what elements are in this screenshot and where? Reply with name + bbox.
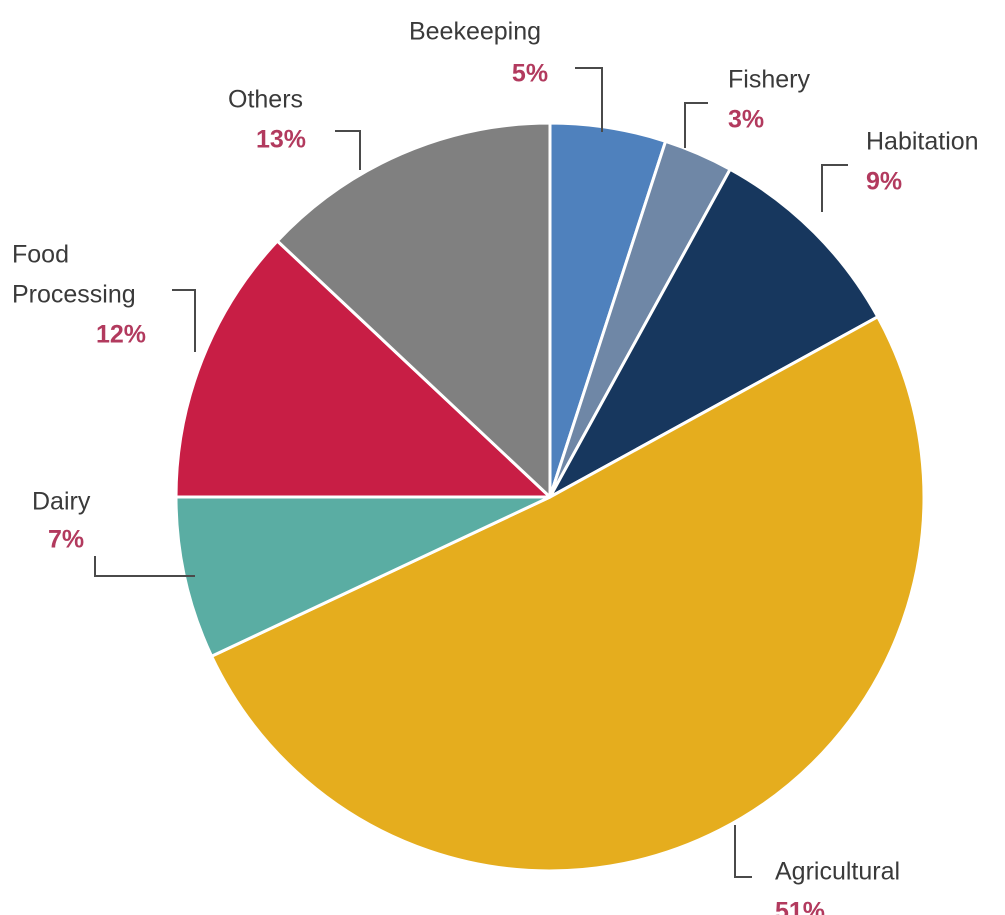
leader-line-dairy: [94, 556, 195, 577]
slice-label-food-processing-line-1: Food: [12, 241, 69, 269]
slice-value-beekeeping: 5%: [512, 60, 548, 88]
pie-slice-others: [275, 121, 552, 499]
slice-label-food-processing-line-2: Processing: [12, 281, 136, 309]
leader-line-agricultural: [734, 825, 752, 878]
leader-lines: [94, 67, 848, 878]
slice-label-fishery: Fishery: [728, 66, 810, 94]
slice-label-beekeeping: Beekeeping: [409, 18, 541, 46]
slice-label-agricultural: Agricultural: [775, 858, 900, 886]
slice-labels: Beekeeping 5% Fishery 3% Habitation 9% Agricul…: [12, 18, 979, 915]
pie-slice-food-processing: [174, 239, 552, 499]
slice-value-food-processing: 12%: [96, 321, 146, 349]
slice-label-others: Others: [228, 86, 303, 114]
slice-label-dairy: Dairy: [32, 488, 91, 516]
slice-label-habitation: Habitation: [866, 128, 979, 156]
slice-value-dairy: 7%: [48, 526, 84, 554]
leader-line-food-processing: [172, 289, 196, 352]
leader-line-others: [335, 130, 361, 170]
pie-slice-dairy: [174, 495, 552, 658]
pie-slice-habitation: [548, 167, 880, 499]
slice-value-others: 13%: [256, 126, 306, 154]
slice-value-fishery: 3%: [728, 106, 764, 134]
pie-slice-agricultural: [210, 315, 926, 873]
slice-value-agricultural: 51%: [775, 898, 825, 915]
leader-line-habitation: [821, 164, 848, 212]
leader-line-fishery: [684, 102, 708, 148]
slice-value-habitation: 9%: [866, 168, 902, 196]
leader-line-beekeeping: [575, 67, 603, 132]
pie-slices: [174, 121, 926, 873]
